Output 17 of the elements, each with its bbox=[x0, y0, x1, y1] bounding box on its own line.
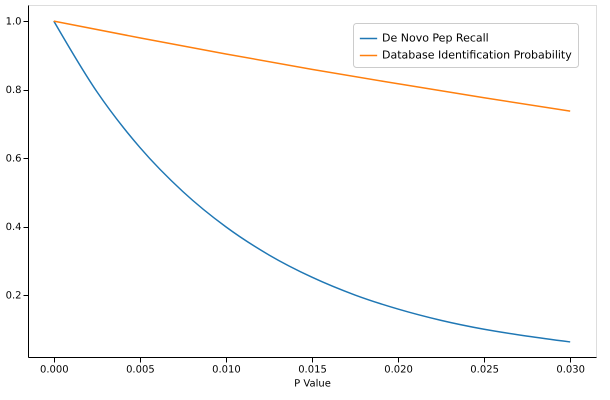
x-tick-label: 0.025 bbox=[470, 364, 499, 376]
y-tick-label: 0.4 bbox=[6, 222, 22, 234]
legend-label: Database Identification Probability bbox=[382, 48, 572, 62]
x-tick-label: 0.015 bbox=[298, 364, 327, 376]
x-tick-label: 0.005 bbox=[126, 364, 155, 376]
y-tick-label: 0.8 bbox=[6, 85, 22, 96]
y-tick-label: 0.2 bbox=[6, 290, 22, 302]
legend-label: De Novo Pep Recall bbox=[382, 32, 489, 44]
x-tick-label: 0.000 bbox=[40, 364, 69, 376]
x-tick-label: 0.020 bbox=[384, 364, 413, 376]
x-axis-title: P Value bbox=[294, 378, 331, 390]
line-series bbox=[53, 20, 571, 343]
x-tick-label: 0.030 bbox=[556, 364, 585, 376]
line-series bbox=[53, 20, 571, 112]
x-tick-label: 0.010 bbox=[212, 364, 241, 376]
y-tick-label: 0.6 bbox=[6, 154, 22, 165]
y-tick-label: 1.0 bbox=[6, 16, 22, 28]
